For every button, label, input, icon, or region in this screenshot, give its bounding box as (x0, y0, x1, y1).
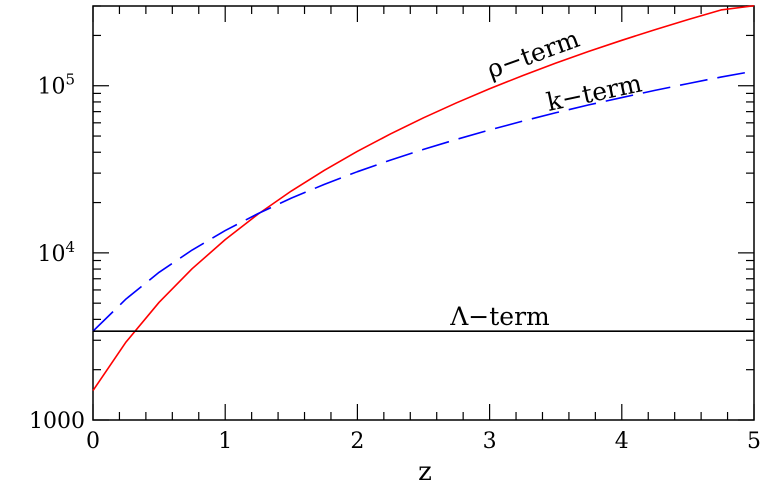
plot-frame (92, 5, 755, 421)
k-term-label: k−term (544, 68, 645, 117)
x-tick-label: 0 (86, 429, 100, 454)
x-tick-label: 1 (218, 429, 232, 454)
lambda-term-label: Λ−term (449, 302, 550, 331)
k-term-curve (92, 70, 755, 332)
series-layer (92, 4, 755, 392)
labels-layer: z ρ−term k−term Λ−term (418, 24, 645, 487)
x-tick-label: 4 (615, 429, 629, 454)
y-tick-label: 104 (37, 238, 75, 267)
rho-term-curve (92, 4, 755, 392)
x-tick-label: 3 (483, 429, 497, 454)
axes: 0 1 2 3 4 5 1000 104 105 (29, 5, 761, 454)
x-tick-label: 2 (350, 429, 364, 454)
y-tick-label: 1000 (29, 409, 85, 434)
y-tick-label: 105 (37, 71, 75, 100)
rho-term-label: ρ−term (483, 24, 584, 84)
x-axis-label: z (418, 457, 432, 487)
x-tick-label: 5 (747, 429, 761, 454)
